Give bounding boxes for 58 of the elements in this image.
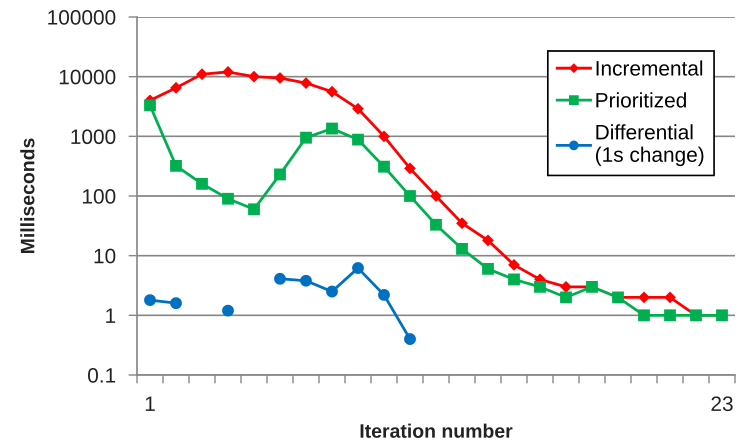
point: [404, 333, 416, 345]
y-tick-label: 10: [94, 248, 116, 264]
point: [196, 178, 208, 190]
y-tick-label: 1000: [71, 129, 116, 144]
point: [352, 103, 364, 114]
point: [430, 218, 442, 231]
y-tick-label: 100000: [48, 10, 116, 25]
point: [326, 86, 338, 98]
point: [482, 234, 494, 246]
point: [222, 192, 234, 205]
point: [144, 294, 156, 306]
point: [404, 190, 416, 202]
point: [222, 304, 234, 317]
legend-label: Incremental: [596, 60, 702, 76]
x-axis-title: Iteration number: [360, 424, 512, 438]
point: [534, 280, 546, 293]
legend-label: Differential (1s change): [596, 124, 704, 166]
y-tick-label: 10000: [60, 70, 116, 84]
point: [378, 289, 390, 301]
point: [352, 134, 364, 146]
point: [248, 71, 260, 82]
point: [456, 218, 468, 229]
point: [274, 168, 286, 180]
legend-label: Prioritized: [596, 92, 686, 108]
point: [404, 162, 416, 174]
y-tick-label: 0.1: [88, 368, 116, 383]
point: [378, 160, 390, 173]
point: [300, 78, 312, 89]
point: [170, 297, 182, 310]
point: [638, 292, 650, 303]
point: [508, 259, 520, 271]
x-tick-label: 23: [711, 396, 733, 412]
point: [274, 72, 286, 84]
y-tick-label: 1: [106, 308, 116, 323]
point: [456, 242, 468, 255]
point: [560, 281, 572, 292]
point: [326, 286, 338, 298]
point: [144, 99, 156, 112]
point: [300, 132, 312, 144]
point: [326, 122, 338, 134]
point: [300, 274, 312, 287]
point: [664, 309, 676, 322]
point: [638, 309, 650, 322]
point: [664, 292, 676, 303]
y-axis-title: Milliseconds: [20, 138, 34, 254]
point: [352, 262, 364, 274]
point: [222, 66, 234, 78]
point: [196, 68, 208, 80]
point: [430, 190, 442, 202]
point: [248, 203, 260, 216]
point: [508, 274, 520, 286]
y-tick-label: 100: [83, 189, 116, 204]
point: [560, 291, 572, 304]
point: [482, 263, 494, 275]
point: [274, 272, 286, 285]
point: [170, 82, 182, 94]
point: [378, 130, 390, 142]
point: [170, 160, 182, 172]
